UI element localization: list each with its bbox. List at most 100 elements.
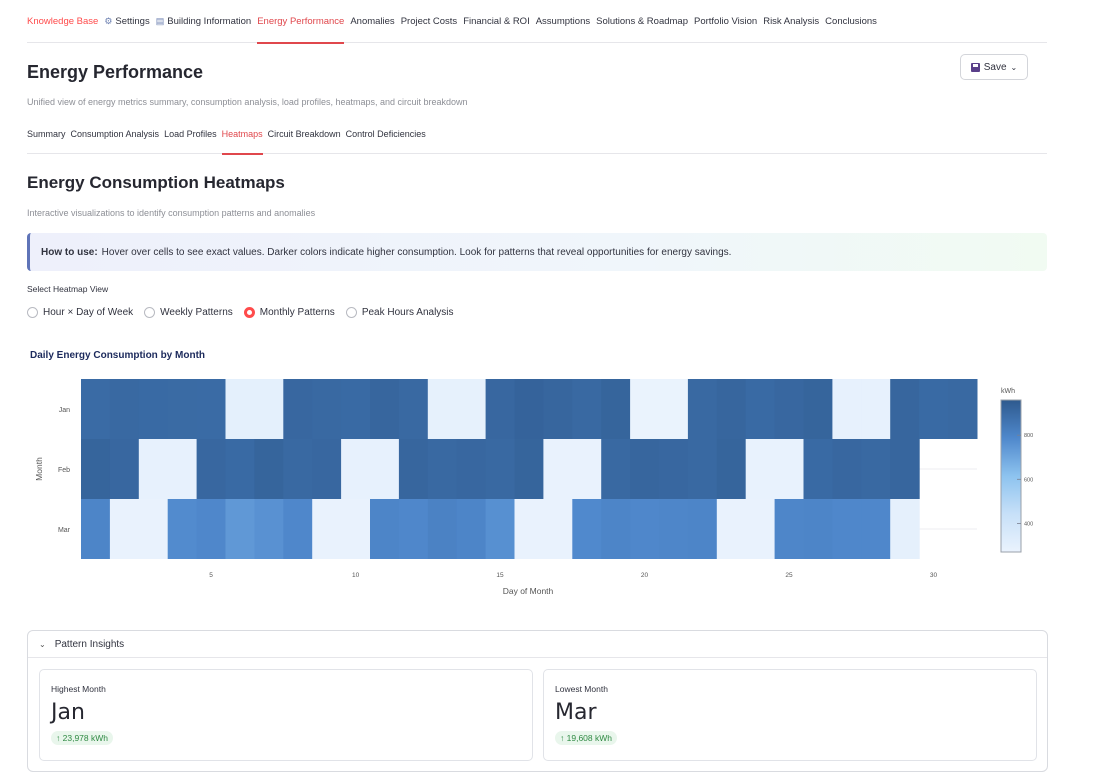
heatmap-cell[interactable] — [601, 379, 631, 439]
heatmap-cell[interactable] — [341, 379, 371, 439]
radio-monthly-patterns[interactable]: Monthly Patterns — [243, 307, 335, 318]
heatmap-cell[interactable] — [283, 439, 313, 499]
heatmap-cell[interactable] — [254, 379, 284, 439]
heatmap-cell[interactable] — [283, 499, 313, 559]
tab-consumption-analysis[interactable]: Consumption Analysis — [70, 129, 160, 139]
heatmap-cell[interactable] — [456, 499, 487, 559]
heatmap-cell[interactable] — [659, 379, 689, 439]
heatmap-cell[interactable] — [803, 499, 834, 559]
heatmap-cell[interactable] — [196, 499, 227, 559]
heatmap-cell[interactable] — [370, 379, 400, 439]
heatmap-cell[interactable] — [745, 439, 776, 499]
nav-item-knowledge-base[interactable]: Knowledge Base — [27, 0, 98, 43]
heatmap-cell[interactable] — [630, 439, 660, 499]
nav-item-risk-analysis[interactable]: Risk Analysis — [763, 0, 819, 43]
heatmap-cell[interactable] — [630, 499, 660, 559]
heatmap-cell[interactable] — [427, 379, 458, 439]
radio-circle[interactable] — [345, 307, 357, 318]
heatmap-cell[interactable] — [745, 379, 776, 439]
heatmap-cell[interactable] — [283, 379, 313, 439]
nav-item-energy-performance[interactable]: Energy Performance — [257, 0, 345, 44]
radio-circle[interactable] — [243, 307, 255, 318]
heatmap-cell[interactable] — [254, 439, 284, 499]
heatmap-cell[interactable] — [456, 439, 487, 499]
heatmap-cell[interactable] — [832, 439, 862, 499]
radio-hour-day-of-week[interactable]: Hour × Day of Week — [27, 307, 133, 318]
heatmap-cell[interactable] — [225, 439, 256, 499]
heatmap-cell[interactable] — [398, 379, 429, 439]
heatmap-cell[interactable] — [312, 499, 342, 559]
tab-summary[interactable]: Summary — [27, 129, 66, 139]
heatmap-cell[interactable] — [81, 379, 111, 439]
heatmap-cell[interactable] — [109, 379, 140, 439]
heatmap-cell[interactable] — [543, 499, 573, 559]
heatmap-cell[interactable] — [572, 499, 602, 559]
heatmap-cell[interactable] — [81, 439, 111, 499]
heatmap-cell[interactable] — [514, 439, 545, 499]
nav-item-project-costs[interactable]: Project Costs — [401, 0, 458, 43]
heatmap-cell[interactable] — [572, 379, 602, 439]
heatmap-cell[interactable] — [398, 439, 429, 499]
heatmap-cell[interactable] — [716, 499, 747, 559]
heatmap-cell[interactable] — [514, 499, 545, 559]
heatmap-cell[interactable] — [370, 499, 400, 559]
heatmap-cell[interactable] — [109, 439, 140, 499]
heatmap-cell[interactable] — [774, 439, 805, 499]
nav-item-financial-roi[interactable]: Financial & ROI — [463, 0, 530, 43]
tab-heatmaps[interactable]: Heatmaps — [221, 124, 263, 155]
heatmap-cell[interactable] — [225, 499, 256, 559]
heatmap-cell[interactable] — [861, 499, 891, 559]
heatmap-cell[interactable] — [832, 499, 862, 559]
radio-weekly-patterns[interactable]: Weekly Patterns — [144, 307, 233, 318]
nav-item-anomalies[interactable]: Anomalies — [350, 0, 394, 43]
tab-load-profiles[interactable]: Load Profiles — [164, 129, 217, 139]
heatmap-cell[interactable] — [716, 439, 747, 499]
heatmap-cell[interactable] — [861, 379, 891, 439]
heatmap-cell[interactable] — [601, 439, 631, 499]
heatmap-cell[interactable] — [745, 499, 776, 559]
nav-item-conclusions[interactable]: Conclusions — [825, 0, 877, 43]
heatmap-cell[interactable] — [485, 499, 516, 559]
heatmap-cell[interactable] — [774, 499, 805, 559]
heatmap-cell[interactable] — [601, 499, 631, 559]
heatmap-cell[interactable] — [109, 499, 140, 559]
save-button[interactable]: Save ⌄ — [960, 54, 1028, 80]
heatmap-cell[interactable] — [543, 439, 573, 499]
heatmap-cell[interactable] — [138, 439, 169, 499]
heatmap-cell[interactable] — [427, 439, 458, 499]
heatmap-cell[interactable] — [341, 499, 371, 559]
heatmap-cell[interactable] — [81, 499, 111, 559]
heatmap-cell[interactable] — [485, 439, 516, 499]
radio-circle[interactable] — [27, 307, 38, 318]
pattern-insights-header[interactable]: ⌄ Pattern Insights — [28, 631, 1047, 658]
heatmap-cell[interactable] — [774, 379, 805, 439]
heatmap-cell[interactable] — [832, 379, 862, 439]
heatmap-cell[interactable] — [948, 379, 978, 439]
heatmap-cell[interactable] — [312, 379, 342, 439]
heatmap-cell[interactable] — [803, 379, 834, 439]
heatmap-cell[interactable] — [225, 379, 256, 439]
heatmap-cell[interactable] — [196, 439, 227, 499]
heatmap-cell[interactable] — [919, 379, 949, 439]
heatmap-cell[interactable] — [138, 499, 169, 559]
heatmap-cells[interactable] — [81, 379, 978, 559]
tab-circuit-breakdown[interactable]: Circuit Breakdown — [267, 129, 341, 139]
heatmap-cell[interactable] — [659, 439, 689, 499]
heatmap-cell[interactable] — [890, 499, 920, 559]
heatmap-cell[interactable] — [456, 379, 487, 439]
heatmap-cell[interactable] — [890, 379, 920, 439]
heatmap-cell[interactable] — [427, 499, 458, 559]
nav-item-building-information[interactable]: ▤ Building Information — [156, 0, 251, 43]
nav-item-settings[interactable]: ⚙ Settings — [104, 0, 149, 43]
heatmap-cell[interactable] — [167, 379, 198, 439]
heatmap-cell[interactable] — [312, 439, 342, 499]
heatmap-cell[interactable] — [659, 499, 689, 559]
tab-control-deficiencies[interactable]: Control Deficiencies — [345, 129, 426, 139]
radio-peak-hours-analysis[interactable]: Peak Hours Analysis — [345, 307, 454, 318]
heatmap-cell[interactable] — [630, 379, 660, 439]
heatmap-cell[interactable] — [167, 439, 198, 499]
radio-circle[interactable] — [144, 307, 156, 318]
heatmap-cell[interactable] — [341, 439, 371, 499]
nav-item-assumptions[interactable]: Assumptions — [536, 0, 590, 43]
heatmap-cell[interactable] — [861, 439, 891, 499]
